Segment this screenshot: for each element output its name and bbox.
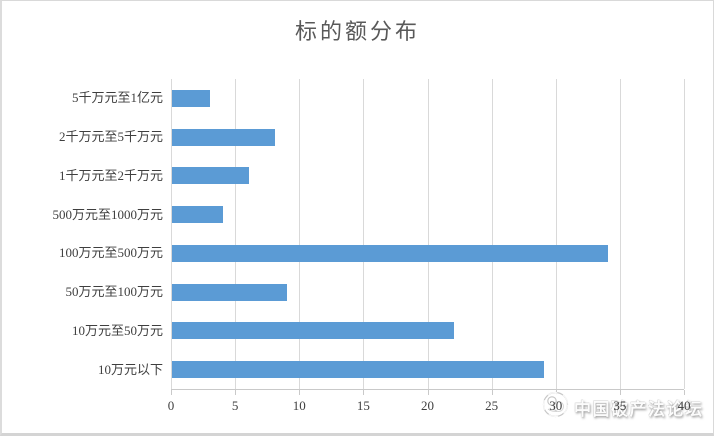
category-label: 10万元以下: [97, 361, 163, 377]
plot-area: [171, 79, 685, 395]
x-tick-label: 40: [677, 398, 691, 413]
axis-tick-mark: [363, 390, 365, 395]
axis-tick-mark: [427, 390, 429, 395]
category-label: 10万元至50万元: [71, 322, 163, 338]
x-tick-label: 5: [231, 398, 239, 413]
category-label: 5千万元至1亿元: [71, 90, 163, 106]
x-tick-label: 20: [421, 398, 434, 413]
bar: [172, 89, 211, 107]
axis-tick-mark: [299, 390, 301, 395]
gridline: [619, 79, 621, 389]
category-label: 2千万元至5千万元: [58, 129, 163, 145]
x-tick-label: 0: [167, 398, 175, 413]
bar: [172, 167, 249, 185]
gridline: [427, 79, 429, 389]
axis-tick-mark: [491, 390, 493, 395]
axis-tick-mark: [235, 390, 237, 395]
gridline: [491, 79, 493, 389]
forum-logo-icon: [542, 391, 569, 423]
bar: [172, 283, 288, 301]
gridline: [684, 79, 685, 389]
x-tick-label: 10: [292, 398, 306, 413]
axis-tick-mark: [171, 390, 172, 395]
gridline: [363, 79, 365, 389]
chart-title: 标的额分布: [294, 19, 420, 44]
bar: [172, 206, 224, 224]
axis-tick-mark: [619, 390, 621, 395]
category-label: 500万元至1000万元: [52, 206, 163, 222]
gridline: [555, 79, 557, 389]
category-label: 100万元至500万元: [58, 245, 163, 261]
axis-tick-mark: [684, 390, 685, 395]
x-tick-label: 30: [549, 398, 563, 413]
watermark-text: 中国破产法论坛: [574, 399, 704, 419]
x-tick-label: 25: [485, 398, 499, 413]
gridline: [171, 79, 172, 389]
bar: [172, 322, 455, 340]
gridline: [235, 79, 237, 389]
category-label: 1千万元至2千万元: [58, 167, 163, 183]
gridline: [299, 79, 301, 389]
x-tick-label: 35: [613, 398, 627, 413]
bar: [172, 128, 275, 146]
bar: [172, 244, 609, 262]
watermark: 中国破产法论坛: [542, 391, 704, 423]
x-tick-label: 15: [356, 398, 370, 413]
category-label: 50万元至100万元: [65, 284, 163, 300]
bar: [172, 361, 544, 379]
